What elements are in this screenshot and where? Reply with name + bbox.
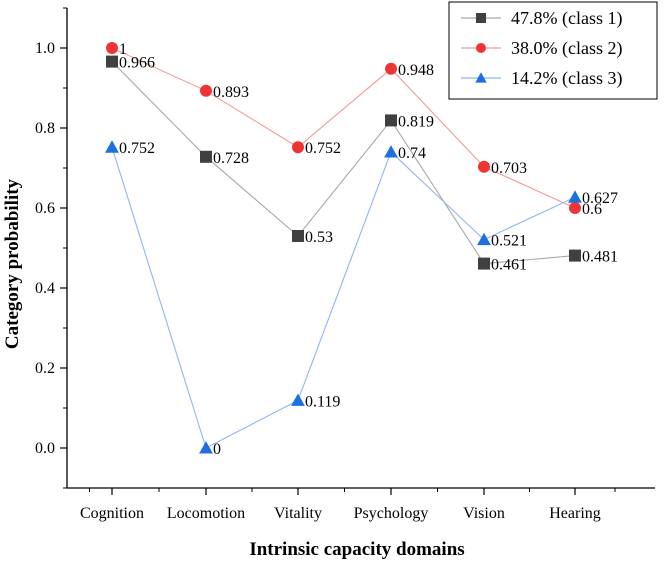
data-label-class-3: 0.74: [398, 145, 426, 162]
data-label-class-1: 0.461: [491, 257, 527, 274]
series-line-class-1: [111, 61, 576, 265]
data-label-class-3: 0: [213, 441, 221, 458]
data-label-class-1: 0.481: [582, 249, 618, 266]
data-labels: 0.966 0.728 0.53 0.819 0.461 0.481 1 0.893 0.752…: [119, 41, 618, 458]
data-point-class-3: [105, 140, 119, 153]
data-label-class-2: 0.948: [398, 62, 434, 79]
data-point-class-3: [477, 232, 491, 246]
y-axis-title: Category probability: [2, 178, 23, 349]
data-label-class-1: 0.819: [398, 113, 434, 130]
y-tick-label: 0.2: [35, 360, 55, 377]
series-line-class-3: [111, 147, 576, 449]
legend-marker-class-1: [476, 13, 486, 23]
data-point-class-1: [106, 55, 118, 68]
x-tick-label-psychology: Psychology: [354, 505, 429, 522]
data-label-class-1: 0.53: [305, 229, 333, 246]
axes: 0.0 0.2 0.4 0.6 0.8 1.0 Cognition Locomotion Vit…: [35, 7, 655, 522]
data-point-class-2: [478, 160, 490, 173]
data-point-class-2: [385, 62, 397, 75]
data-label-class-3: 0.627: [582, 190, 618, 207]
y-tick-label: 0.0: [35, 440, 55, 457]
data-point-class-3: [568, 190, 582, 203]
data-label-class-2: 0.6: [582, 201, 602, 218]
data-point-class-3: [291, 393, 305, 406]
data-point-class-2: [292, 141, 304, 154]
legend: 47.8% (class 1) 38.0% (class 2) 14.2% (cla…: [448, 1, 658, 100]
x-axis-title: Intrinsic capacity domains: [249, 539, 464, 560]
legend-marker-class-2: [476, 43, 486, 53]
data-label-class-2: 1: [119, 41, 127, 58]
x-tick-label-hearing: Hearing: [549, 505, 601, 522]
data-label-class-2: 0.703: [491, 160, 527, 177]
y-tick-label: 1.0: [35, 40, 55, 57]
data-label-class-1: 0.728: [213, 150, 249, 167]
data-point-class-3: [199, 441, 213, 454]
legend-label-class-1: 47.8% (class 1): [511, 8, 622, 29]
data-point-class-1: [478, 257, 490, 270]
data-label-class-3: 0.521: [491, 233, 527, 250]
legend-marker-class-3: [475, 72, 487, 83]
x-tick-label-locomotion: Locomotion: [167, 505, 245, 522]
series-line-class-2: [111, 47, 576, 209]
data-point-class-1: [200, 150, 212, 163]
y-tick-label: 0.4: [35, 280, 55, 297]
x-tick-label-cognition: Cognition: [80, 505, 144, 522]
legend-label-class-3: 14.2% (class 3): [511, 68, 622, 89]
y-tick-label: 0.6: [35, 200, 55, 217]
data-point-class-2: [106, 42, 118, 54]
data-point-class-2: [200, 84, 212, 97]
series-group: [105, 42, 582, 454]
y-tick-label: 0.8: [35, 120, 55, 137]
data-point-class-1: [292, 230, 304, 242]
data-label-class-1: 0.966: [119, 55, 155, 72]
data-label-class-3: 0.752: [119, 140, 155, 157]
data-point-class-3: [384, 145, 398, 158]
data-label-class-3: 0.119: [305, 393, 340, 410]
x-tick-label-vitality: Vitality: [274, 505, 322, 522]
legend-label-class-2: 38.0% (class 2): [511, 38, 622, 59]
data-point-class-2: [569, 202, 581, 214]
data-label-class-2: 0.752: [305, 140, 341, 157]
data-point-class-1: [385, 114, 397, 127]
x-tick-label-vision: Vision: [463, 505, 505, 522]
data-point-class-1: [569, 249, 581, 262]
data-label-class-2: 0.893: [213, 84, 249, 101]
